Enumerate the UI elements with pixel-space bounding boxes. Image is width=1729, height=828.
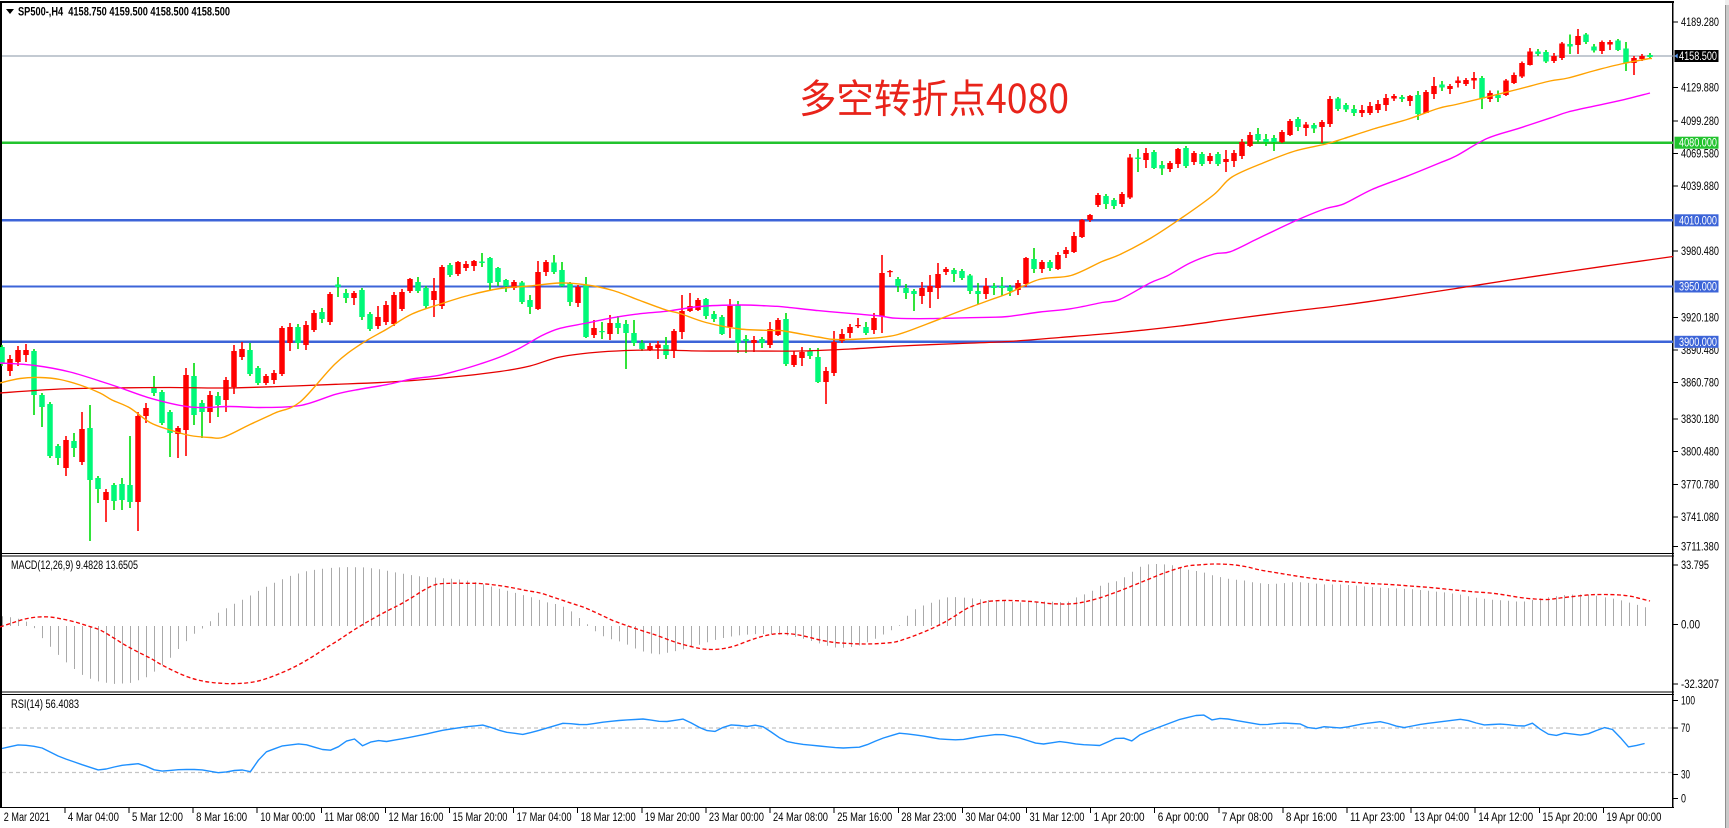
svg-text:SP500-,H4 4158.750 4159.500 4: SP500-,H4 4158.750 4159.500 4158.500 415… — [18, 7, 230, 19]
svg-text:10 Mar 00:00: 10 Mar 00:00 — [260, 812, 315, 824]
svg-text:RSI(14) 56.4083: RSI(14) 56.4083 — [11, 699, 79, 711]
svg-text:14 Apr 12:00: 14 Apr 12:00 — [1478, 812, 1533, 824]
svg-text:4 Mar 04:00: 4 Mar 04:00 — [68, 812, 119, 824]
svg-text:28 Mar 23:00: 28 Mar 23:00 — [901, 812, 956, 824]
svg-text:3860.780: 3860.780 — [1681, 378, 1719, 390]
svg-text:13 Apr 04:00: 13 Apr 04:00 — [1414, 812, 1469, 824]
svg-text:30: 30 — [1681, 770, 1690, 782]
svg-text:23 Mar 00:00: 23 Mar 00:00 — [709, 812, 764, 824]
svg-text:4129.880: 4129.880 — [1681, 83, 1719, 95]
svg-text:4099.280: 4099.280 — [1681, 116, 1719, 128]
svg-text:3770.780: 3770.780 — [1681, 479, 1719, 491]
svg-text:3900.000: 3900.000 — [1679, 337, 1717, 349]
svg-text:4010.000: 4010.000 — [1679, 215, 1717, 227]
svg-text:4158.500: 4158.500 — [1679, 51, 1717, 63]
svg-text:25 Mar 16:00: 25 Mar 16:00 — [837, 812, 892, 824]
svg-text:19 Apr 00:00: 19 Apr 00:00 — [1606, 812, 1661, 824]
svg-text:30 Mar 04:00: 30 Mar 04:00 — [965, 812, 1020, 824]
svg-text:31 Mar 12:00: 31 Mar 12:00 — [1030, 812, 1085, 824]
svg-text:5 Mar 12:00: 5 Mar 12:00 — [132, 812, 183, 824]
svg-text:11 Mar 08:00: 11 Mar 08:00 — [324, 812, 379, 824]
svg-text:3950.000: 3950.000 — [1679, 282, 1717, 294]
svg-text:3920.180: 3920.180 — [1681, 312, 1719, 324]
svg-text:70: 70 — [1681, 723, 1690, 735]
svg-text:6 Apr 00:00: 6 Apr 00:00 — [1158, 812, 1209, 824]
svg-text:3741.080: 3741.080 — [1681, 512, 1719, 524]
svg-text:24 Mar 08:00: 24 Mar 08:00 — [773, 812, 828, 824]
svg-text:19 Mar 20:00: 19 Mar 20:00 — [645, 812, 700, 824]
svg-text:100: 100 — [1681, 696, 1695, 708]
svg-text:15 Apr 20:00: 15 Apr 20:00 — [1542, 812, 1597, 824]
svg-text:3890.480: 3890.480 — [1681, 345, 1719, 357]
svg-text:11 Apr 23:00: 11 Apr 23:00 — [1350, 812, 1405, 824]
svg-text:MACD(12,26,9) 9.4828 13.6505: MACD(12,26,9) 9.4828 13.6505 — [11, 560, 138, 572]
svg-text:-32.3207: -32.3207 — [1681, 679, 1719, 691]
svg-text:3830.180: 3830.180 — [1681, 414, 1719, 426]
svg-text:3980.480: 3980.480 — [1681, 246, 1719, 258]
svg-text:8 Mar 16:00: 8 Mar 16:00 — [196, 812, 247, 824]
svg-text:3711.380: 3711.380 — [1681, 542, 1719, 554]
svg-text:4069.580: 4069.580 — [1681, 148, 1719, 160]
svg-text:33.795: 33.795 — [1681, 560, 1709, 572]
svg-text:17 Mar 04:00: 17 Mar 04:00 — [517, 812, 572, 824]
svg-text:7 Apr 08:00: 7 Apr 08:00 — [1222, 812, 1273, 824]
svg-text:12 Mar 16:00: 12 Mar 16:00 — [388, 812, 443, 824]
svg-text:8 Apr 16:00: 8 Apr 16:00 — [1286, 812, 1337, 824]
svg-text:2 Mar 2021: 2 Mar 2021 — [4, 812, 50, 824]
svg-text:3800.480: 3800.480 — [1681, 447, 1719, 459]
svg-text:4189.280: 4189.280 — [1681, 17, 1719, 29]
svg-text:4080.000: 4080.000 — [1679, 138, 1717, 150]
svg-text:4039.880: 4039.880 — [1681, 181, 1719, 193]
svg-text:18 Mar 12:00: 18 Mar 12:00 — [581, 812, 636, 824]
svg-text:15 Mar 20:00: 15 Mar 20:00 — [453, 812, 508, 824]
svg-text:1 Apr 20:00: 1 Apr 20:00 — [1094, 812, 1145, 824]
svg-text:0: 0 — [1681, 793, 1686, 805]
svg-text:0.00: 0.00 — [1681, 620, 1700, 632]
